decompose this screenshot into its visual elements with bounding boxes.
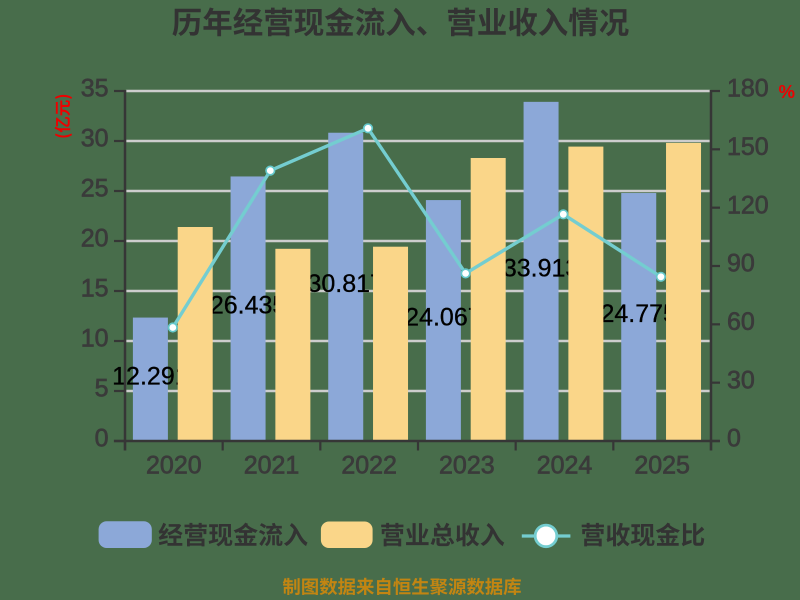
svg-text:2020: 2020 [146, 452, 202, 480]
svg-text:20: 20 [81, 225, 109, 253]
svg-text:0: 0 [95, 425, 109, 453]
svg-text:25: 25 [81, 175, 109, 203]
svg-text:12.291: 12.291 [112, 362, 188, 390]
svg-text:33.913: 33.913 [503, 254, 579, 282]
svg-text:30: 30 [81, 125, 109, 153]
svg-text:5: 5 [95, 375, 109, 403]
svg-text:15: 15 [81, 275, 109, 303]
svg-text:2023: 2023 [439, 452, 495, 480]
svg-text:2021: 2021 [244, 452, 300, 480]
svg-text:2024: 2024 [537, 452, 593, 480]
svg-text:30.817: 30.817 [307, 270, 383, 298]
svg-text:%: % [778, 81, 794, 102]
svg-text:150: 150 [727, 133, 769, 161]
svg-text:60: 60 [727, 308, 755, 336]
svg-text:30: 30 [727, 366, 755, 394]
svg-text:90: 90 [727, 250, 755, 278]
svg-text:24.775: 24.775 [600, 300, 676, 328]
svg-text:2025: 2025 [634, 452, 690, 480]
svg-text:180: 180 [727, 75, 769, 103]
svg-text:35: 35 [81, 75, 109, 103]
svg-text:120: 120 [727, 191, 769, 219]
svg-text:0: 0 [727, 425, 741, 453]
svg-text:26.435: 26.435 [210, 292, 286, 320]
svg-text:2022: 2022 [341, 452, 397, 480]
svg-text:24.067: 24.067 [405, 304, 481, 332]
svg-text:10: 10 [81, 325, 109, 353]
